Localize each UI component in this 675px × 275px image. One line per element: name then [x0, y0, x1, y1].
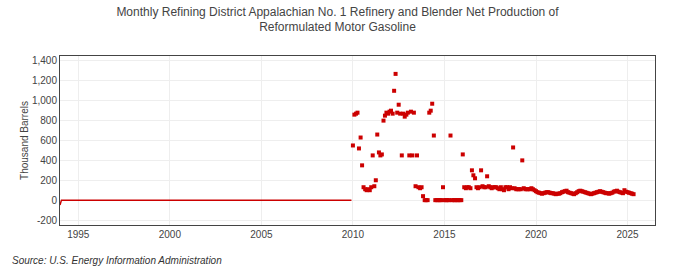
svg-text:1,000: 1,000 — [32, 95, 57, 106]
svg-text:400: 400 — [40, 155, 57, 166]
svg-text:0: 0 — [51, 195, 57, 206]
svg-text:-200: -200 — [37, 215, 57, 226]
svg-text:Monthly Refining District Appa: Monthly Refining District Appalachian No… — [116, 5, 559, 35]
svg-text:200: 200 — [40, 175, 57, 186]
svg-text:600: 600 — [40, 135, 57, 146]
svg-text:1995: 1995 — [67, 229, 90, 240]
svg-text:2000: 2000 — [159, 229, 182, 240]
svg-text:Thousand Barrels: Thousand Barrels — [19, 101, 30, 180]
svg-text:1,200: 1,200 — [32, 75, 57, 86]
svg-text:2005: 2005 — [250, 229, 273, 240]
svg-text:2025: 2025 — [616, 229, 639, 240]
svg-text:800: 800 — [40, 115, 57, 126]
svg-text:2020: 2020 — [525, 229, 548, 240]
svg-text:1,400: 1,400 — [32, 55, 57, 66]
svg-text:2010: 2010 — [342, 229, 365, 240]
svg-text:2015: 2015 — [433, 229, 456, 240]
svg-text:Source: U.S. Energy Informatio: Source: U.S. Energy Information Administ… — [12, 255, 222, 266]
